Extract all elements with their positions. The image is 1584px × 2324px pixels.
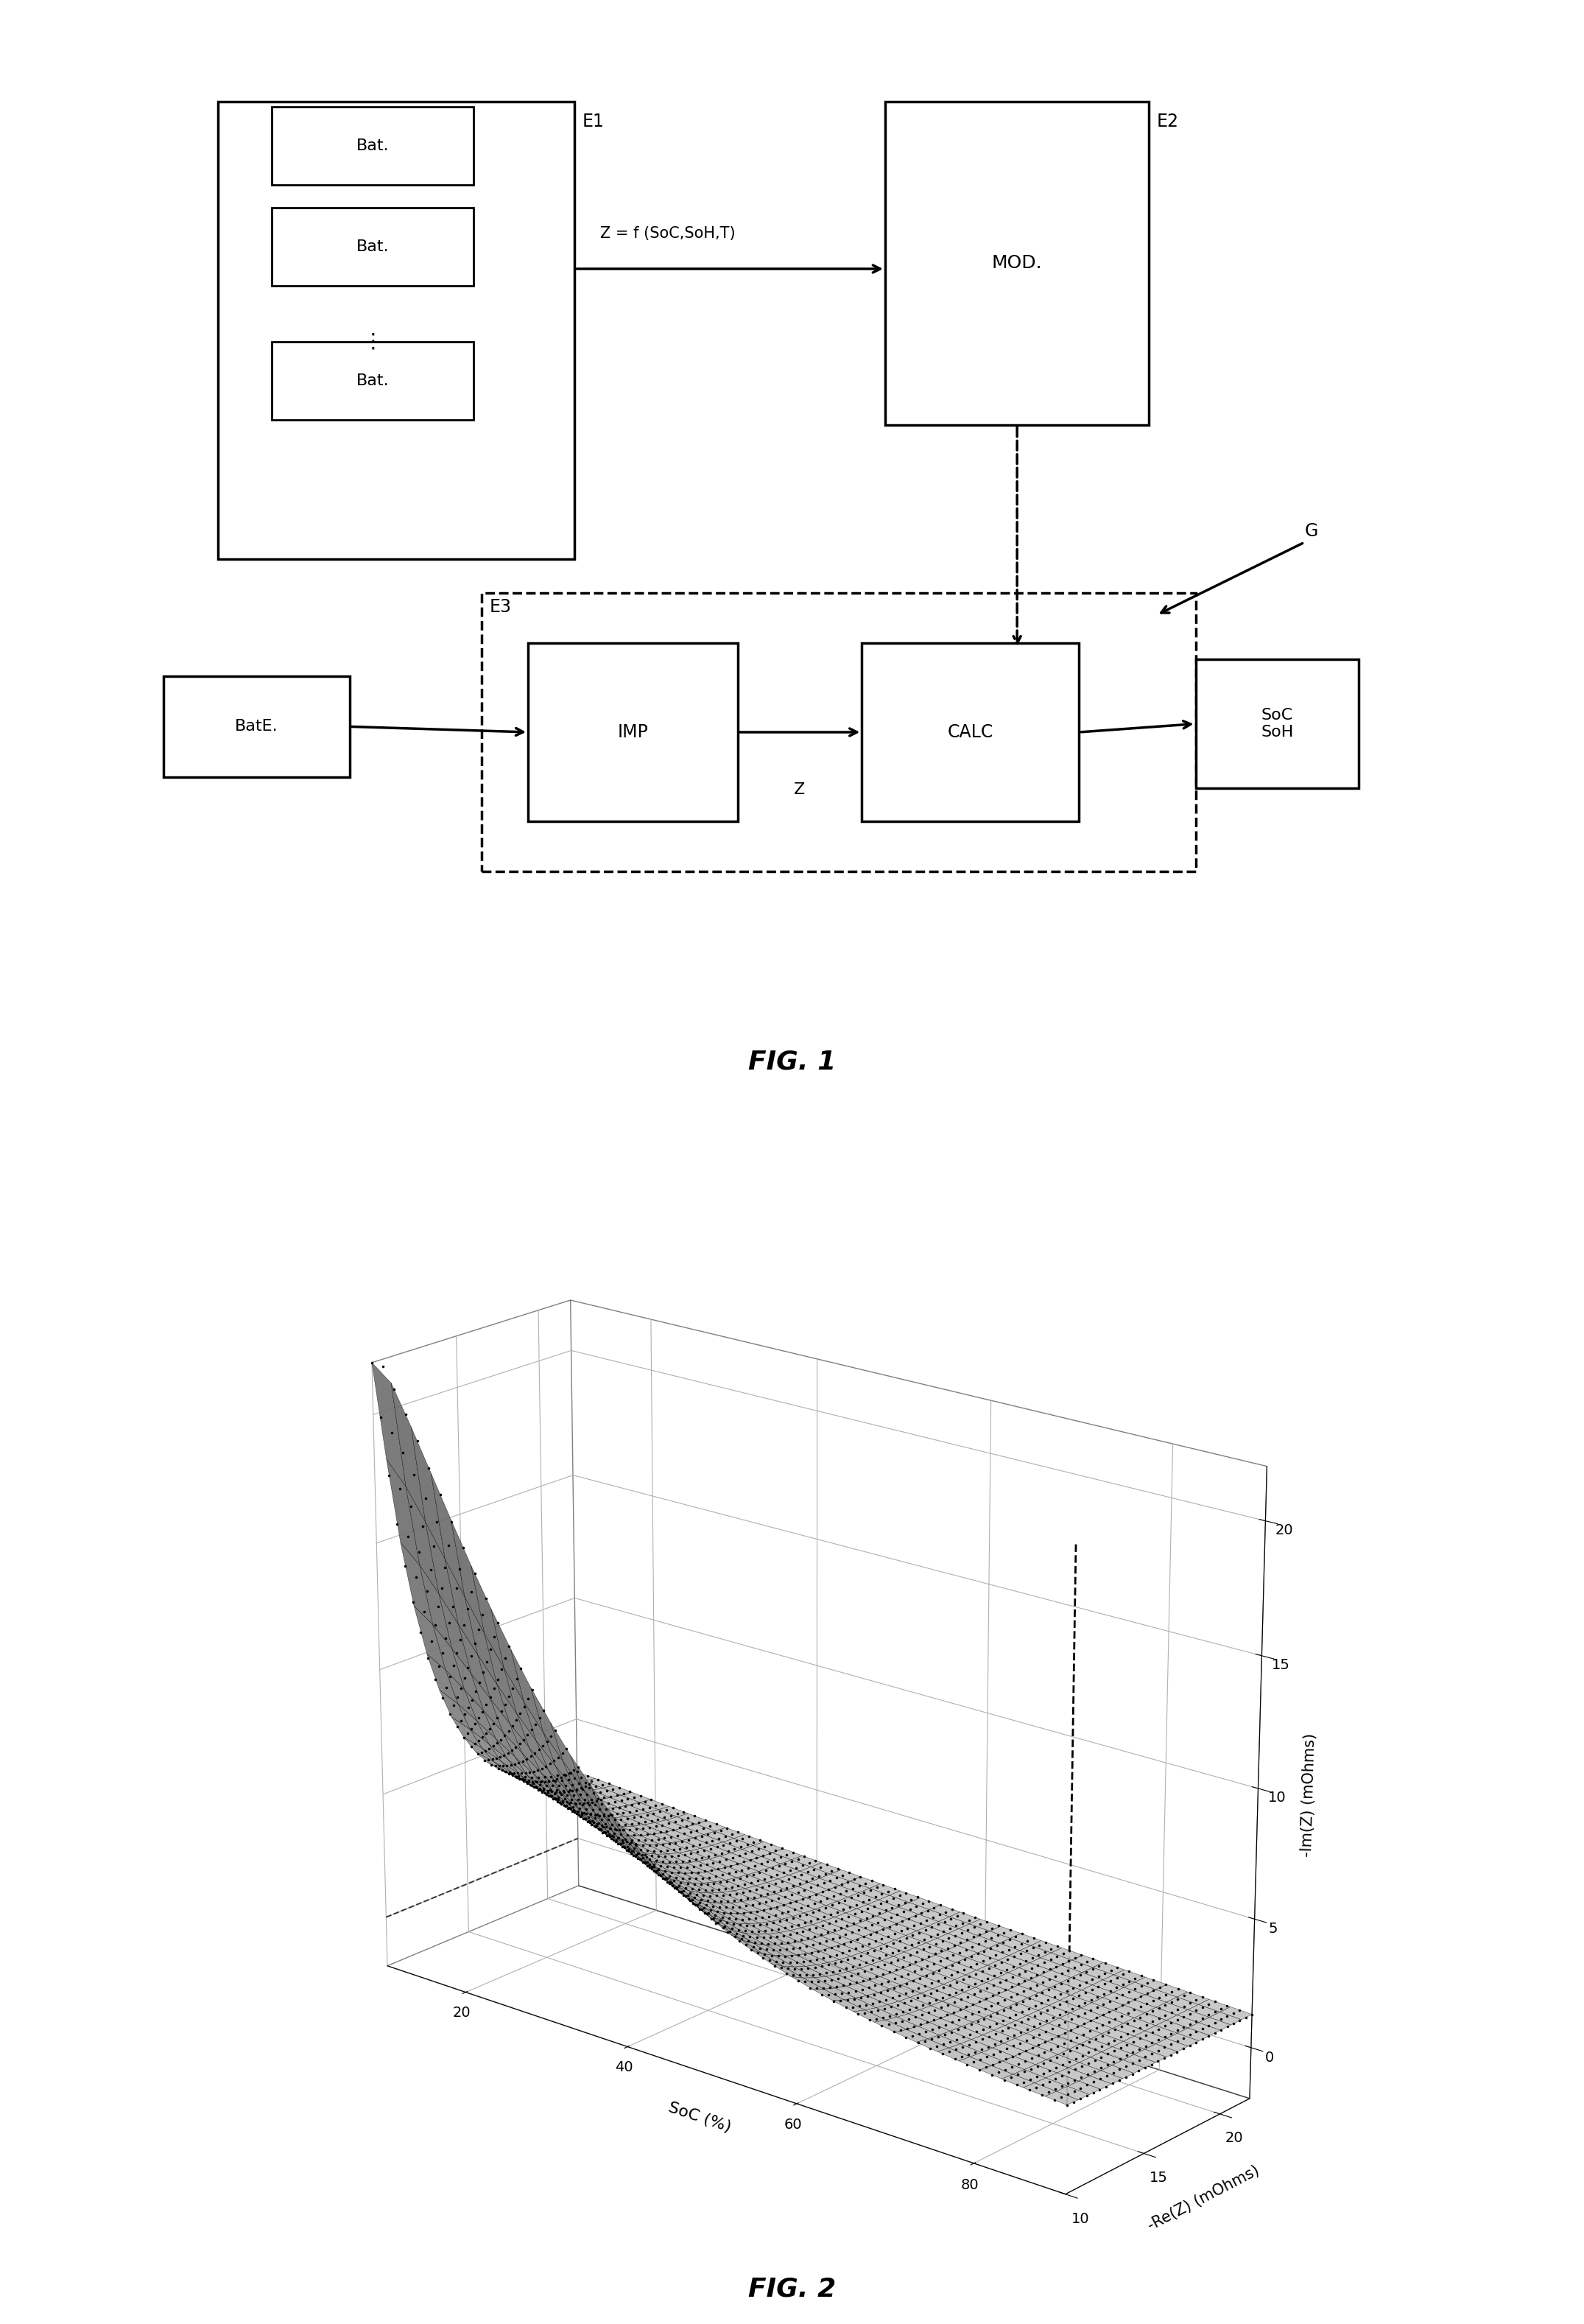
FancyBboxPatch shape (885, 102, 1148, 425)
Text: CALC: CALC (947, 723, 993, 741)
Text: FIG. 1: FIG. 1 (748, 1048, 836, 1074)
FancyBboxPatch shape (862, 644, 1079, 820)
Text: Bat.: Bat. (356, 374, 390, 388)
FancyBboxPatch shape (272, 107, 474, 186)
Text: Bat.: Bat. (356, 139, 390, 153)
Text: E3: E3 (489, 597, 512, 616)
Text: SoC
SoH: SoC SoH (1261, 709, 1294, 739)
FancyBboxPatch shape (482, 593, 1196, 872)
Text: G: G (1304, 523, 1318, 539)
Text: MOD.: MOD. (992, 253, 1042, 272)
FancyBboxPatch shape (527, 644, 738, 820)
Text: Z: Z (794, 783, 805, 797)
Text: Bat.: Bat. (356, 239, 390, 253)
Text: E2: E2 (1156, 112, 1178, 130)
Text: E1: E1 (583, 112, 605, 130)
FancyBboxPatch shape (163, 676, 350, 776)
Text: IMP: IMP (618, 723, 648, 741)
FancyBboxPatch shape (1196, 660, 1359, 788)
Text: BatE.: BatE. (234, 718, 279, 734)
FancyBboxPatch shape (217, 102, 575, 560)
Text: Z = f (SoC,SoH,T): Z = f (SoC,SoH,T) (600, 225, 735, 242)
Y-axis label: -Re(Z) (mOhms): -Re(Z) (mOhms) (1145, 2164, 1262, 2233)
X-axis label: SoC (%): SoC (%) (667, 2101, 733, 2136)
Text: ⋮: ⋮ (363, 330, 383, 351)
FancyBboxPatch shape (272, 207, 474, 286)
Text: FIG. 2: FIG. 2 (748, 2278, 836, 2301)
FancyBboxPatch shape (272, 342, 474, 421)
